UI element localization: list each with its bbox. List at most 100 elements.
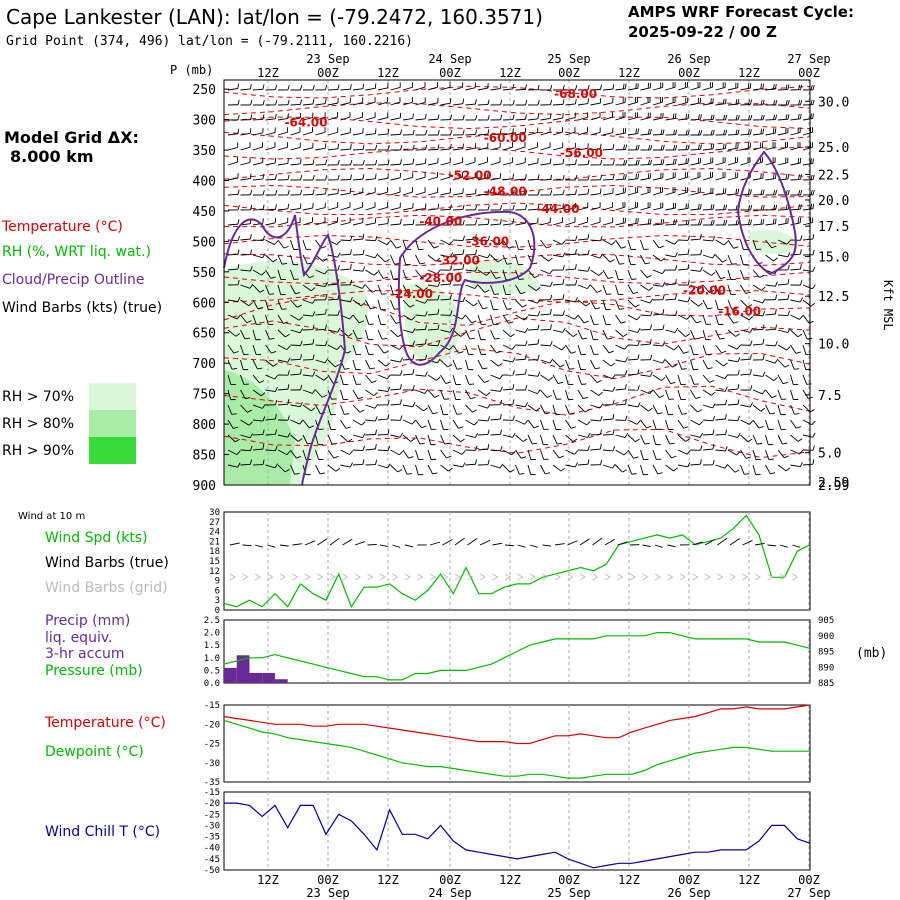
wind-barb [227, 462, 241, 468]
wind-barb [340, 127, 351, 136]
legend-rh70-swatch [89, 383, 136, 410]
wind-barb [365, 359, 375, 370]
wind-barb [590, 329, 599, 341]
wind-barb [540, 127, 551, 136]
surface-wind-barb [767, 544, 777, 547]
wind-barb [515, 354, 527, 361]
wind-barb [477, 235, 491, 242]
wind-barb [265, 269, 276, 279]
wind-barb [640, 324, 652, 331]
wind-barb [490, 99, 503, 106]
wind-barb [427, 144, 440, 151]
wind-barb [652, 434, 661, 446]
wind-barb [652, 219, 665, 226]
wind-barb [415, 172, 426, 181]
wind-barb [490, 189, 503, 196]
wind-barb [490, 205, 503, 211]
wind-barb [627, 340, 640, 346]
wind-barb [577, 404, 590, 413]
grid-wind-barb [579, 573, 586, 581]
grid-wind-barb [692, 573, 699, 581]
wind-barb [352, 112, 364, 121]
surface-wind-barb [779, 544, 788, 548]
wind-barb [240, 266, 253, 272]
grid-wind-barb [629, 573, 636, 581]
wind-barb [490, 254, 503, 263]
wind-barb [715, 386, 728, 392]
wind-barb [440, 327, 454, 333]
wind-barb [565, 314, 579, 320]
wind-barb [465, 99, 477, 106]
time-tick-label: 00Z [439, 873, 461, 887]
wind-barb [277, 314, 289, 324]
wind-barb [777, 127, 789, 136]
wind-barb [340, 202, 351, 211]
wind-barb [515, 314, 529, 321]
wind-barb [365, 299, 376, 310]
wind-barb [402, 299, 415, 308]
wind-barb [790, 217, 801, 226]
wind-barb [402, 328, 416, 334]
wind-barb [377, 463, 391, 469]
wind-barb [240, 114, 253, 121]
wind-barb [577, 419, 591, 426]
wind-barb [290, 269, 299, 280]
wind-barb [515, 204, 528, 211]
wind-barb [765, 83, 777, 91]
wind-barb [690, 203, 702, 211]
wind-barb [277, 239, 289, 249]
wind-barb [790, 99, 803, 106]
wind-barb [702, 204, 715, 211]
legend-cloud: Cloud/Precip Outline [2, 272, 145, 288]
wind-barb [290, 239, 299, 250]
wind-barb [552, 99, 565, 106]
wind-barb [802, 445, 815, 451]
wind-barb [790, 389, 799, 401]
wind-barb [690, 82, 701, 91]
grid-wind-barb [529, 573, 536, 581]
wind-barb [327, 143, 340, 151]
wind-barb [802, 84, 815, 91]
wind-barb [327, 127, 339, 136]
wind-barb [377, 269, 389, 279]
time-tick-label: 00Z [678, 873, 700, 887]
wind-barb [602, 217, 614, 226]
wind-barb [690, 172, 701, 181]
wind-barb [390, 112, 402, 121]
pressure-tick-label: 885 [818, 679, 834, 689]
pressure-tick-label: 905 [818, 616, 834, 626]
panel-tick-label: -40 [204, 844, 220, 854]
wind-barb [527, 99, 540, 106]
wind-barb [577, 217, 589, 226]
grid-wind-barb [792, 573, 799, 581]
wind-barb [415, 338, 427, 346]
wind-barb [765, 100, 778, 106]
temperature-label: -64.00 [285, 116, 328, 130]
wind-barb [677, 329, 690, 338]
wind-barb [565, 297, 578, 303]
grid-wind-barb [779, 573, 786, 581]
wind-barb [640, 128, 652, 136]
wind-barb [577, 188, 590, 196]
grid-wind-barb [429, 573, 436, 581]
wind-barb [590, 112, 601, 121]
wind-barb [390, 145, 403, 151]
wind-barb [515, 173, 527, 181]
temperature-panel: Temperature (°C) Dewpoint (°C) -15 -20 -25… [44, 701, 811, 788]
wind-barb [240, 173, 252, 181]
wind-barb [677, 297, 691, 303]
wind-barb [402, 402, 416, 408]
wind-barb [427, 130, 440, 136]
wind-barb [790, 314, 804, 320]
wind-barb [715, 157, 726, 166]
wind-barb [465, 204, 478, 211]
wind-barb [265, 344, 277, 354]
wind-barb [427, 449, 437, 460]
wind-barb [265, 84, 278, 91]
wind-barb [690, 432, 704, 438]
wind-barb [377, 218, 389, 226]
wind-barb [727, 357, 741, 363]
wind-barb [740, 354, 752, 361]
wind-barb [265, 239, 279, 245]
